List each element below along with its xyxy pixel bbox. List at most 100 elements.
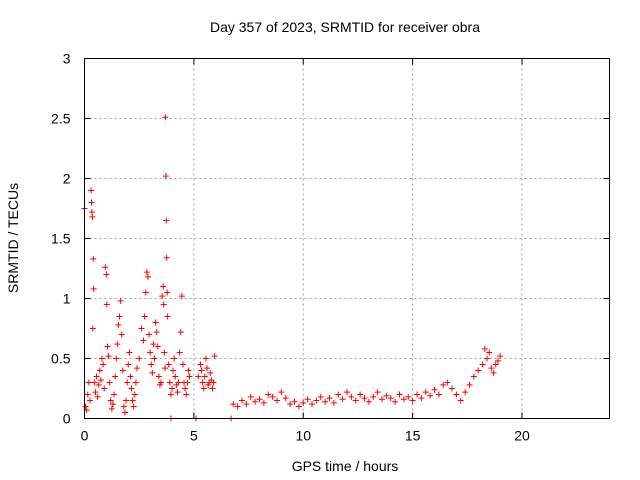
data-point [484, 355, 490, 362]
data-point [163, 254, 170, 261]
data-point [247, 393, 254, 400]
data-point [409, 397, 416, 404]
data-point [169, 385, 175, 392]
data-point [115, 321, 122, 328]
data-point [124, 379, 131, 386]
data-point [166, 379, 173, 386]
data-point [151, 355, 158, 362]
data-point [440, 381, 447, 388]
data-point [125, 361, 132, 368]
data-point [256, 396, 263, 403]
data-point [141, 313, 148, 320]
data-point [136, 355, 143, 362]
data-point [209, 385, 216, 392]
data-point [265, 391, 272, 398]
data-point [184, 379, 191, 386]
x-tick-label: 0 [81, 428, 89, 444]
grid [84, 58, 610, 419]
data-point [490, 369, 497, 376]
data-point [370, 393, 377, 400]
data-point [101, 385, 108, 392]
data-point [481, 345, 488, 352]
data-point [374, 389, 381, 396]
chart-title: Day 357 of 2023, SRMTID for receiver obr… [210, 19, 480, 35]
data-point [198, 367, 205, 374]
data-point [210, 379, 217, 386]
data-point [160, 301, 167, 308]
data-point [129, 397, 136, 404]
x-tick-label: 20 [514, 428, 530, 444]
data-point [90, 255, 97, 262]
data-point [82, 403, 89, 410]
data-point [109, 401, 116, 408]
y-tick-label: 1 [63, 291, 71, 307]
data-point [462, 389, 469, 396]
data-point [418, 395, 425, 402]
data-point [149, 369, 156, 376]
data-point [126, 349, 133, 356]
data-point [162, 173, 169, 180]
data-point [300, 399, 307, 406]
data-point [177, 329, 184, 336]
data-point [160, 283, 167, 290]
data-point [470, 373, 477, 380]
data-point [138, 325, 145, 332]
data-point [159, 293, 166, 300]
data-point [339, 396, 346, 403]
y-axis-label: SRMTID / TECUs [5, 183, 21, 293]
data-point [392, 398, 399, 405]
data-point [118, 331, 125, 338]
data-point [134, 365, 140, 372]
data-point [132, 379, 139, 386]
data-point [152, 319, 159, 326]
x-tick-label: 10 [295, 428, 311, 444]
data-point [453, 391, 460, 398]
data-point [414, 391, 420, 398]
data-point [335, 391, 342, 398]
data-point [239, 397, 245, 404]
data-point [85, 379, 92, 386]
data-point [161, 349, 168, 356]
data-point [182, 385, 189, 392]
y-tick-label: 2.5 [51, 111, 71, 127]
data-point [260, 399, 267, 406]
data-point [179, 361, 186, 368]
data-point [104, 343, 111, 350]
data-point [130, 403, 137, 410]
data-point [492, 361, 499, 368]
data-point [475, 367, 482, 374]
data-point [322, 398, 329, 405]
data-point [154, 343, 161, 350]
data-point [140, 337, 147, 344]
data-point [200, 385, 207, 392]
x-tick-label: 15 [405, 428, 421, 444]
data-point [131, 391, 138, 398]
data-point [204, 365, 210, 372]
data-point [113, 355, 120, 362]
data-point [111, 391, 118, 398]
x-axis-label: GPS time / hours [292, 458, 399, 474]
data-point [86, 397, 93, 404]
data-point [234, 403, 241, 410]
data-point [120, 403, 127, 410]
data-point [153, 329, 160, 336]
data-point [178, 293, 185, 300]
data-point [383, 392, 390, 399]
data-point [103, 301, 110, 308]
data-point [107, 397, 114, 404]
data-point [172, 373, 179, 380]
data-point [291, 398, 298, 405]
data-point [94, 393, 101, 400]
data-point [313, 397, 320, 404]
data-point [269, 393, 276, 400]
data-point [309, 401, 315, 408]
data-point [105, 353, 112, 360]
data-point [494, 357, 501, 364]
data-point [357, 391, 364, 398]
data-point [211, 353, 218, 360]
data-point [88, 187, 95, 194]
data-point [185, 367, 192, 374]
data-point [183, 391, 190, 398]
data-point [431, 386, 438, 393]
